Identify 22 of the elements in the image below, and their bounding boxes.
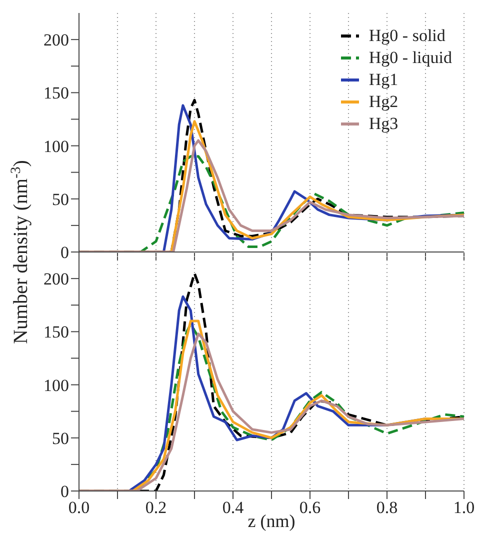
legend-label: Hg0 - solid (368, 25, 446, 47)
legend-label: Hg3 (368, 113, 398, 135)
y-tick-label: 50 (52, 428, 69, 448)
legend-label: Hg2 (368, 91, 398, 113)
y-tick-label: 100 (44, 376, 69, 395)
x-tick-label: 0.2 (145, 498, 167, 518)
y-tick-label: 150 (44, 84, 69, 103)
x-tick-label: 0.4 (222, 498, 244, 518)
y-tick-label: 100 (44, 136, 69, 156)
x-tick-label: 1.0 (453, 498, 475, 518)
legend-label: Hg0 - liquid (368, 47, 452, 69)
x-tick-label: 0.6 (299, 498, 321, 518)
y-tick-label: 200 (44, 270, 69, 289)
y-tick-label: 50 (52, 190, 69, 209)
y-tick-label: 150 (44, 322, 69, 342)
legend-label: Hg1 (368, 69, 398, 91)
x-tick-label: 0.8 (376, 498, 398, 518)
x-tick-label: 0.0 (68, 498, 90, 518)
y-tick-label: 0 (60, 243, 69, 262)
y-tick-label: 200 (44, 30, 69, 50)
y-tick-label: 0 (60, 482, 69, 502)
x-axis-title: z (nm) (248, 511, 296, 531)
